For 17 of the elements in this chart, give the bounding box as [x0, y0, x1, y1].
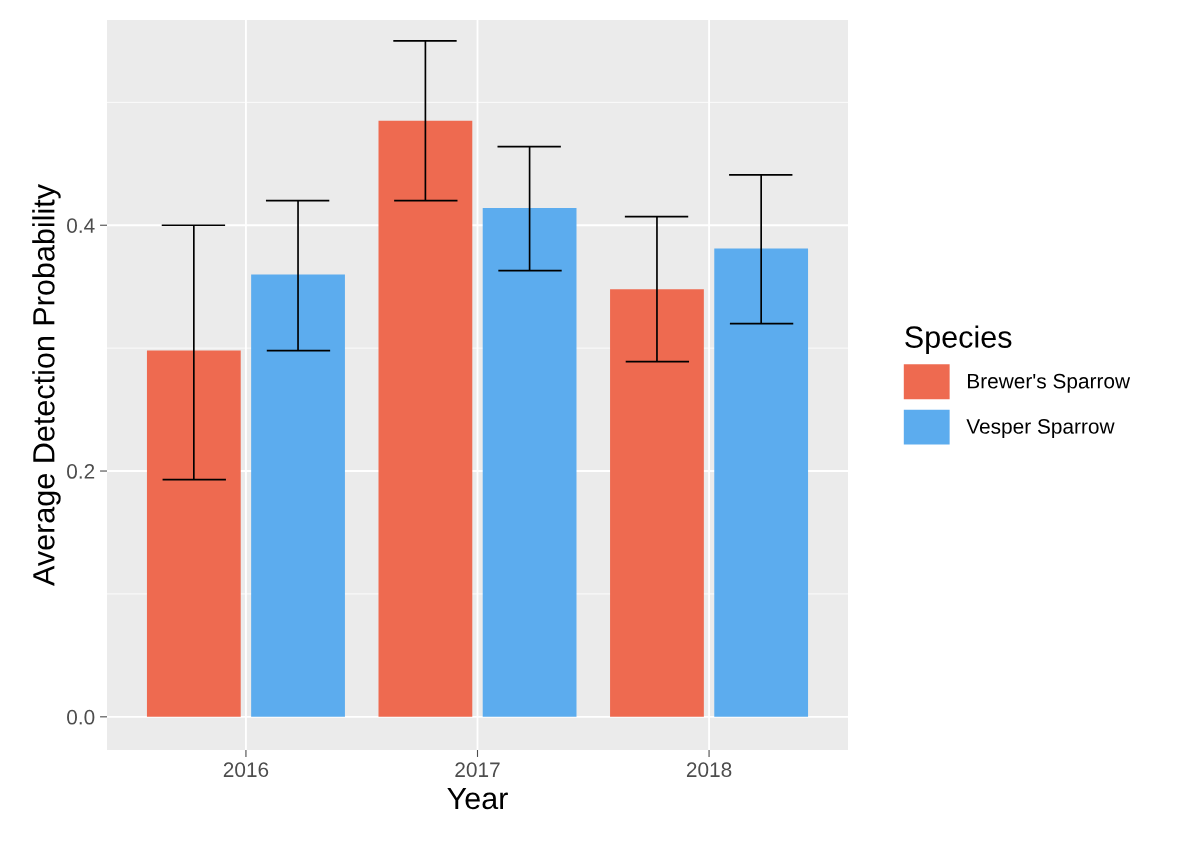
bar: [378, 120, 473, 717]
bar: [482, 208, 577, 717]
bar: [146, 350, 241, 717]
bar: [610, 289, 704, 717]
x-tick-label: 2018: [686, 762, 732, 778]
x-tick-label: 2017: [455, 762, 500, 778]
y-tick-label: 0.4: [67, 218, 95, 233]
y-tick-label: 0.2: [67, 464, 95, 479]
x-tick-label: 2016: [223, 762, 269, 778]
x-axis-title: Year: [447, 787, 508, 810]
y-tick-label: 0.0: [67, 709, 95, 725]
bar: [251, 274, 345, 717]
bar: [714, 248, 809, 717]
legend-title: Species: [905, 325, 1012, 354]
legend-label: Vesper Sparrow: [966, 419, 1115, 438]
legend-label: Brewer's Sparrow: [968, 373, 1131, 393]
y-axis-title: Average Detection Probability: [32, 184, 61, 586]
